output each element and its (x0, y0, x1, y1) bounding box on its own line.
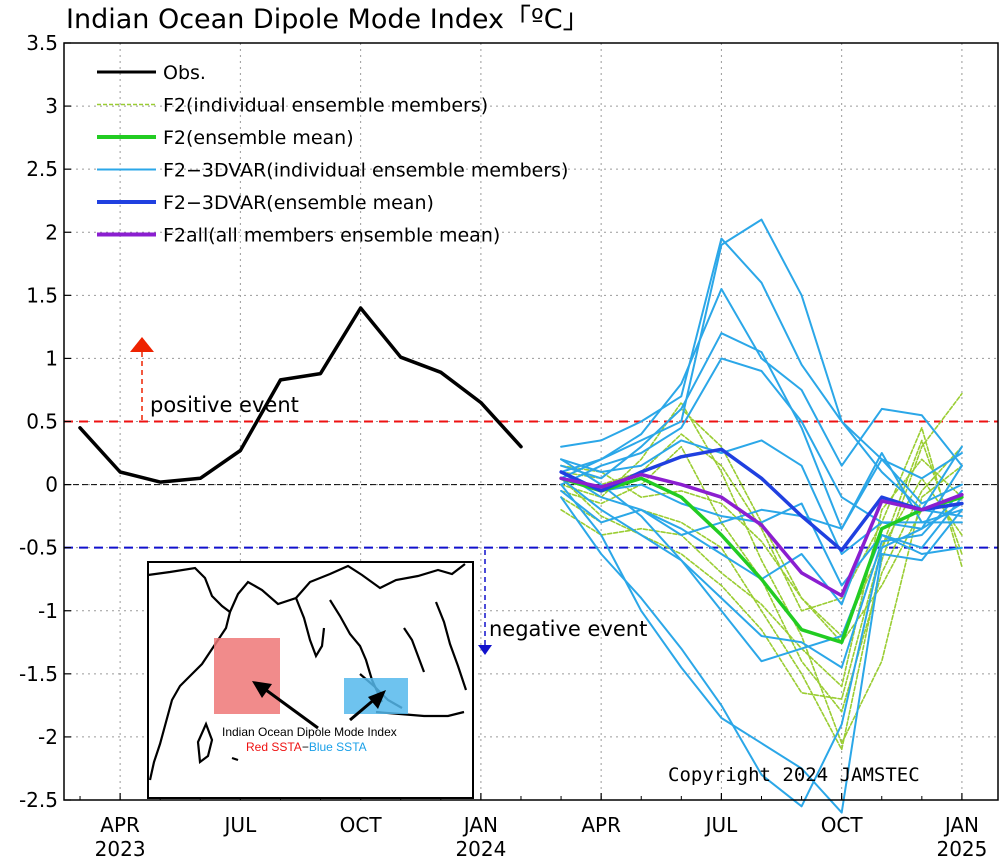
inset-dash: − (302, 740, 309, 754)
obs-line (78, 306, 523, 484)
y-tick-label: 2 (45, 220, 58, 244)
f2-member-line (560, 439, 963, 637)
y-tick-label: 2.5 (26, 157, 58, 181)
down-arrow-icon (478, 645, 492, 655)
negative-event-annotation: negative event (478, 550, 647, 655)
f2-mean-line (559, 476, 964, 645)
x-tick-year: 2025 (936, 837, 987, 857)
grid (64, 43, 998, 800)
y-tick-label: 1.5 (26, 283, 58, 307)
f3dvar-member-line (560, 477, 963, 669)
inset-arrow-right-icon (368, 690, 386, 709)
f3dvar-member-line (560, 452, 963, 536)
x-tick-month: OCT (821, 813, 864, 837)
legend-label: F2−3DVAR(ensemble mean) (163, 192, 434, 214)
f3dvar-member-line (560, 483, 963, 814)
f2-member-line (560, 477, 963, 700)
x-tick-month: APR (100, 813, 140, 837)
inset-blue-label: Blue SSTA (309, 740, 367, 754)
f3dvar-member-line (560, 357, 963, 530)
f2all-mean-line (559, 472, 964, 598)
y-tick-label: -1.5 (19, 662, 58, 686)
y-tick-label: -2.5 (19, 788, 58, 812)
f3dvar-member-line (560, 288, 963, 480)
y-tick-label: 0.5 (26, 410, 58, 434)
inset-red-region (214, 638, 280, 714)
x-tick-month: JUL (704, 813, 739, 837)
positive-event-annotation: positive event (130, 337, 299, 420)
threshold-lines (64, 420, 998, 549)
y-tick-label: 0 (45, 473, 58, 497)
series-layer (78, 218, 964, 814)
x-tick-month: APR (581, 813, 621, 837)
y-tick-label: -1 (38, 599, 58, 623)
y-tick-label: -2 (38, 725, 58, 749)
legend-label: F2(ensemble mean) (163, 127, 354, 149)
inset-red-label: Red SSTA (246, 740, 302, 754)
negative-event-label: negative event (489, 617, 647, 641)
y-tick-label: 1 (45, 346, 58, 370)
y-axis: 3.5 3 2.5 2 1.5 1 0.5 0 -0.5 -1 -1.5 -2 -2.5 (19, 31, 71, 812)
f3dvar-member-line (560, 439, 963, 555)
f2-member-line (560, 458, 963, 688)
x-tick-month: OCT (340, 813, 383, 837)
y-tick-label: 3 (45, 94, 58, 118)
legend-label: F2−3DVAR(individual ensemble members) (163, 160, 568, 182)
copyright: Copyright 2024 JAMSTEC (668, 764, 920, 786)
legend-label: Obs. (163, 62, 206, 84)
chart-title: Indian Ocean Dipole Mode Index「ºC」 (66, 4, 590, 35)
up-arrow-icon (130, 337, 154, 352)
legend: Obs. F2(individual ensemble members) F2(en… (97, 62, 568, 247)
inset-legend: Red SSTA−Blue SSTA (246, 740, 367, 754)
f2-member-line (560, 401, 963, 745)
f2-member-line (560, 426, 963, 612)
inset-map: Indian Ocean Dipole Mode Index Red SSTA−… (147, 561, 474, 799)
x-tick-year: 2024 (455, 837, 506, 857)
legend-label: F2(individual ensemble members) (163, 95, 488, 117)
x-tick-month: JAN (943, 813, 979, 837)
inset-caption: Indian Ocean Dipole Mode Index (222, 725, 397, 739)
x-tick-year: 2023 (95, 837, 146, 857)
inset-frame (147, 561, 474, 799)
inset-arrow-left-icon (252, 681, 272, 698)
y-tick-label: -0.5 (19, 536, 58, 560)
positive-event-label: positive event (150, 393, 299, 417)
y-tick-label: 3.5 (26, 31, 58, 55)
x-tick-month: JUL (223, 813, 258, 837)
f3dvar-member-line (560, 218, 963, 480)
x-tick-month: JAN (462, 813, 498, 837)
f3dvar-member-line (560, 237, 963, 511)
legend-label: F2all(all members ensemble mean) (163, 225, 500, 247)
